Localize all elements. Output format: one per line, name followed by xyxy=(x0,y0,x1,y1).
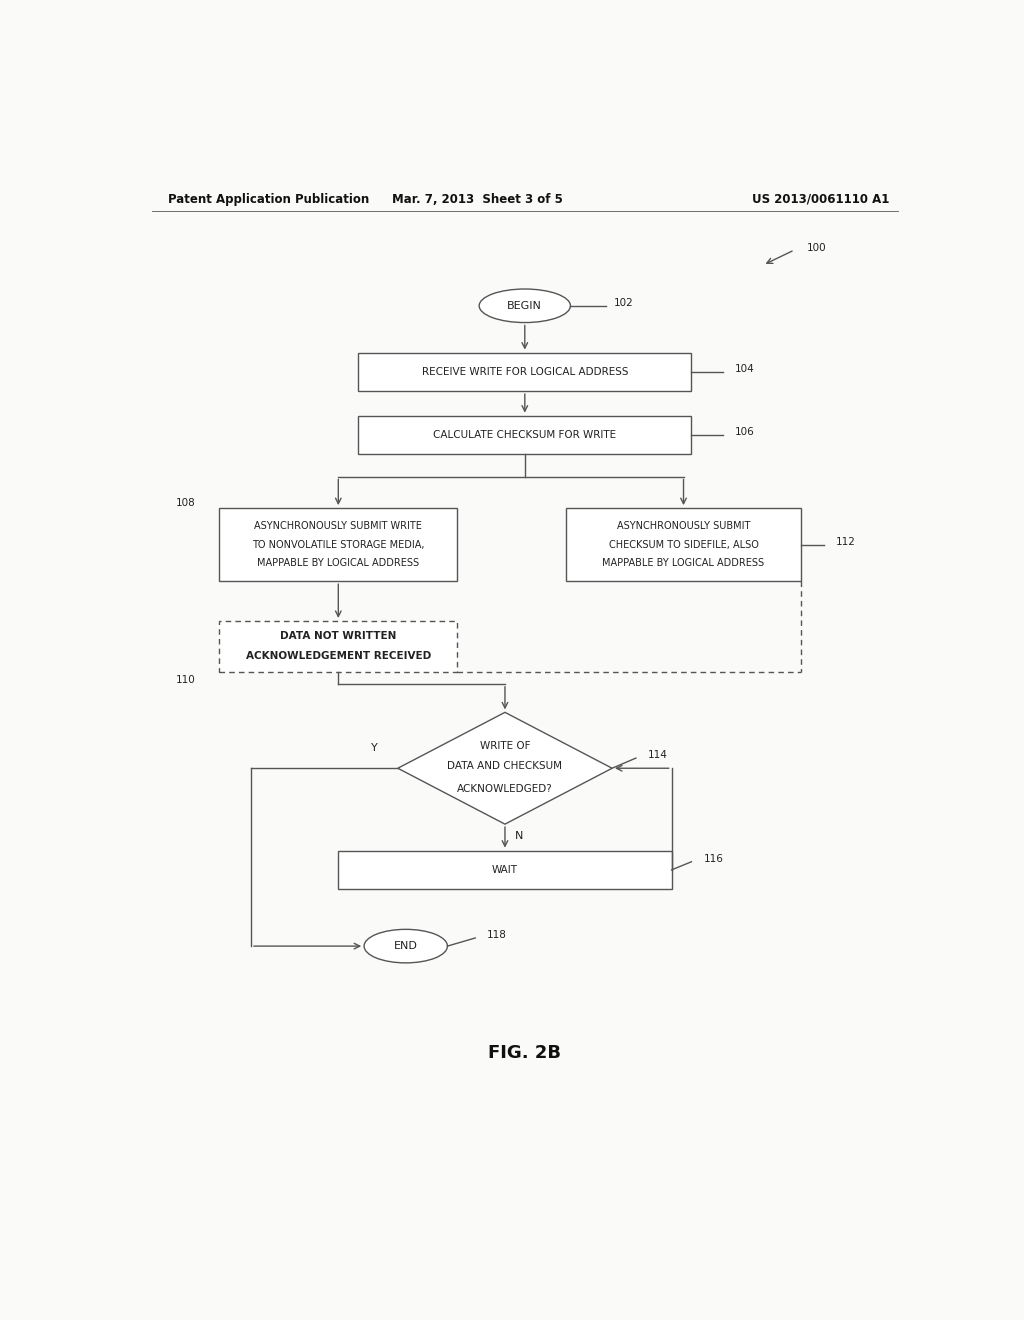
Text: 100: 100 xyxy=(807,243,826,253)
Text: MAPPABLE BY LOGICAL ADDRESS: MAPPABLE BY LOGICAL ADDRESS xyxy=(257,558,420,568)
Text: DATA NOT WRITTEN: DATA NOT WRITTEN xyxy=(281,631,396,642)
Text: 112: 112 xyxy=(837,537,856,546)
Text: WRITE OF: WRITE OF xyxy=(479,741,530,751)
Text: WAIT: WAIT xyxy=(492,865,518,875)
Text: ACKNOWLEDGED?: ACKNOWLEDGED? xyxy=(457,784,553,793)
Text: 102: 102 xyxy=(614,298,634,308)
Text: FIG. 2B: FIG. 2B xyxy=(488,1044,561,1061)
Text: 116: 116 xyxy=(703,854,723,863)
Text: ASYNCHRONOUSLY SUBMIT: ASYNCHRONOUSLY SUBMIT xyxy=(616,521,751,532)
Text: DATA AND CHECKSUM: DATA AND CHECKSUM xyxy=(447,762,562,771)
Text: 106: 106 xyxy=(735,426,755,437)
Text: CHECKSUM TO SIDEFILE, ALSO: CHECKSUM TO SIDEFILE, ALSO xyxy=(608,540,759,549)
Text: CALCULATE CHECKSUM FOR WRITE: CALCULATE CHECKSUM FOR WRITE xyxy=(433,430,616,440)
Polygon shape xyxy=(397,713,612,824)
Text: Y: Y xyxy=(372,743,378,752)
Bar xyxy=(219,620,458,672)
Text: ASYNCHRONOUSLY SUBMIT WRITE: ASYNCHRONOUSLY SUBMIT WRITE xyxy=(254,521,422,532)
Bar xyxy=(358,352,691,391)
Text: MAPPABLE BY LOGICAL ADDRESS: MAPPABLE BY LOGICAL ADDRESS xyxy=(602,558,765,568)
Text: TO NONVOLATILE STORAGE MEDIA,: TO NONVOLATILE STORAGE MEDIA, xyxy=(252,540,425,549)
Bar xyxy=(219,508,458,581)
Ellipse shape xyxy=(479,289,570,322)
Text: US 2013/0061110 A1: US 2013/0061110 A1 xyxy=(753,193,890,206)
Text: 118: 118 xyxy=(487,929,507,940)
Bar xyxy=(566,508,801,581)
Text: ACKNOWLEDGEMENT RECEIVED: ACKNOWLEDGEMENT RECEIVED xyxy=(246,652,431,661)
Ellipse shape xyxy=(365,929,447,962)
Bar xyxy=(338,850,672,890)
Text: 108: 108 xyxy=(176,498,196,508)
Text: N: N xyxy=(514,832,523,841)
Bar xyxy=(358,416,691,454)
Text: END: END xyxy=(394,941,418,952)
Text: Mar. 7, 2013  Sheet 3 of 5: Mar. 7, 2013 Sheet 3 of 5 xyxy=(392,193,562,206)
Text: 114: 114 xyxy=(648,750,668,760)
Text: BEGIN: BEGIN xyxy=(507,301,543,310)
Text: Patent Application Publication: Patent Application Publication xyxy=(168,193,369,206)
Text: 104: 104 xyxy=(735,364,755,374)
Text: 110: 110 xyxy=(176,675,196,685)
Text: RECEIVE WRITE FOR LOGICAL ADDRESS: RECEIVE WRITE FOR LOGICAL ADDRESS xyxy=(422,367,628,376)
